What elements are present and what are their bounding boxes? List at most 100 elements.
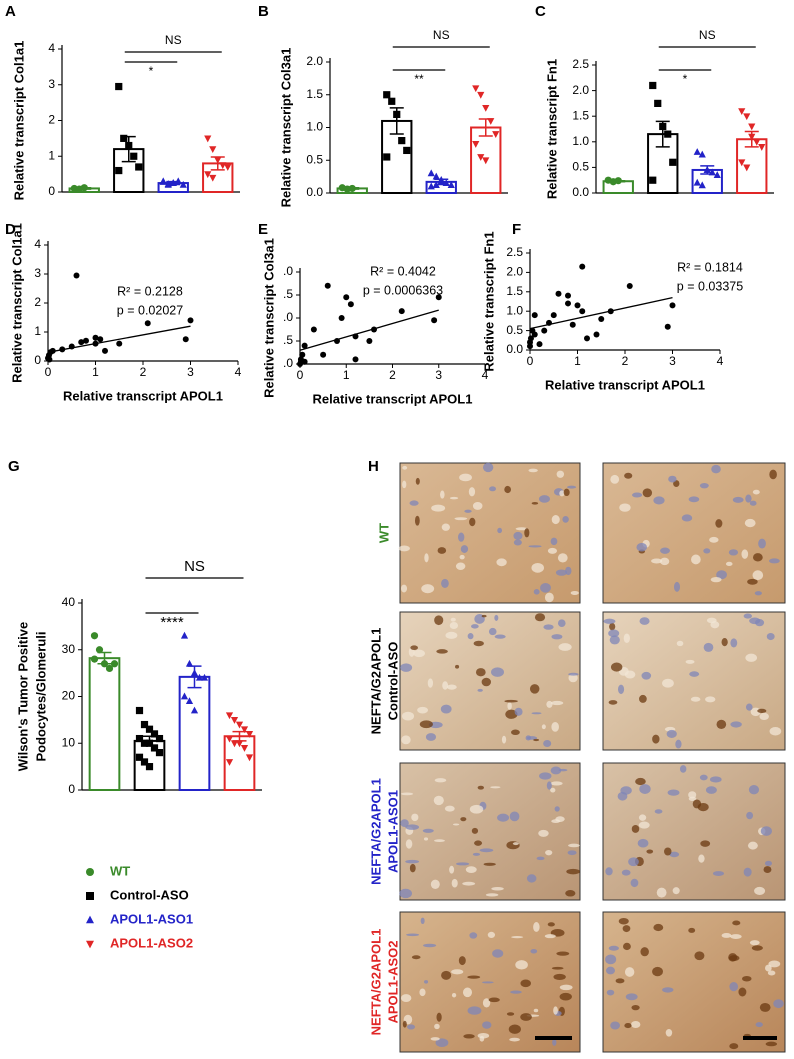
data-point: [492, 131, 500, 139]
data-point: [334, 338, 340, 344]
tissue-texture: [411, 955, 421, 960]
tissue-texture: [640, 947, 649, 957]
data-point: [565, 292, 571, 299]
data-point: [574, 302, 581, 309]
panel-label: E: [258, 221, 268, 238]
tissue-texture: [729, 982, 739, 992]
tissue-texture: [458, 532, 465, 542]
y-tick-label: .0: [283, 356, 293, 370]
tissue-texture: [419, 988, 426, 997]
tissue-texture: [666, 729, 677, 738]
tissue-texture: [745, 494, 752, 503]
data-point: [649, 176, 657, 184]
x-tick-label: 1: [574, 354, 581, 368]
tissue-texture: [608, 700, 618, 705]
tissue-texture: [676, 640, 684, 647]
tissue-texture: [512, 842, 519, 846]
data-point: [555, 290, 562, 297]
tissue-texture: [743, 613, 753, 619]
tissue-texture: [456, 862, 470, 866]
tissue-texture: [639, 617, 650, 625]
tissue-texture: [405, 824, 420, 830]
tissue-texture: [716, 719, 727, 729]
tissue-texture: [691, 554, 701, 565]
tissue-texture: [531, 502, 539, 505]
tissue-texture: [471, 624, 479, 629]
data-point: [100, 660, 109, 668]
tissue-texture: [513, 539, 522, 546]
data-point: [209, 146, 217, 154]
tissue-texture: [568, 673, 578, 683]
fit-line: [299, 309, 439, 351]
tissue-texture: [515, 527, 528, 531]
tissue-texture: [544, 592, 554, 603]
tissue-texture: [554, 806, 560, 812]
y-axis-label: Relative transcript Col1a1: [9, 223, 24, 383]
tissue-texture: [496, 558, 507, 567]
data-point: [185, 659, 194, 667]
tissue-texture: [481, 614, 487, 618]
tissue-texture: [566, 868, 580, 875]
tissue-texture: [541, 724, 546, 730]
tissue-texture: [402, 480, 407, 489]
tissue-texture: [540, 583, 551, 593]
y-tick-label: 3: [48, 77, 55, 91]
tissue-texture: [533, 1008, 539, 1013]
data-point: [159, 178, 167, 185]
tissue-texture: [550, 766, 562, 775]
tissue-texture: [510, 990, 522, 994]
bar: [88, 657, 121, 791]
tissue-texture: [667, 789, 680, 796]
tissue-texture: [489, 486, 496, 492]
tissue-texture: [402, 465, 408, 470]
tissue-texture: [434, 1023, 440, 1030]
data-point: [758, 144, 766, 151]
tissue-texture: [749, 940, 760, 946]
significance-label: *: [683, 72, 688, 86]
tissue-texture: [469, 804, 484, 814]
tissue-texture: [669, 851, 680, 858]
data-point: [130, 152, 138, 160]
tissue-texture: [639, 784, 651, 795]
tissue-texture: [769, 469, 777, 480]
y-tick-label: 1: [34, 324, 41, 338]
tissue-texture: [603, 618, 616, 624]
tissue-texture: [497, 813, 510, 822]
tissue-texture: [668, 475, 677, 483]
y-tick-label: 1.0: [506, 303, 523, 317]
data-point: [738, 159, 746, 167]
y-tick-label: 0: [48, 184, 55, 198]
tissue-texture: [449, 621, 459, 630]
tissue-texture: [768, 960, 781, 968]
panel-label: D: [5, 221, 16, 238]
tissue-texture: [715, 519, 723, 528]
data-point: [78, 339, 85, 346]
data-point: [753, 138, 761, 146]
tissue-texture: [550, 787, 556, 793]
data-point: [698, 150, 706, 158]
data-point: [738, 108, 746, 116]
tissue-texture: [609, 635, 620, 645]
tissue-texture: [472, 852, 481, 856]
tissue-texture: [730, 638, 738, 648]
data-point: [301, 342, 308, 349]
row-label: WT: [376, 523, 391, 543]
tissue-texture: [415, 477, 420, 485]
tissue-texture: [440, 704, 452, 714]
tissue-texture: [760, 826, 772, 836]
x-tick-label: 0: [527, 354, 534, 368]
tissue-texture: [468, 487, 476, 497]
tissue-texture: [698, 854, 705, 863]
tissue-texture: [524, 528, 530, 538]
data-point: [73, 272, 80, 279]
tissue-texture: [449, 496, 459, 500]
tissue-texture: [454, 517, 468, 521]
tissue-texture: [675, 739, 682, 749]
tissue-texture: [690, 696, 701, 702]
tissue-texture: [728, 549, 739, 556]
tissue-texture: [688, 496, 700, 503]
data-point: [626, 282, 633, 289]
tissue-texture: [506, 1012, 515, 1016]
data-point: [150, 744, 159, 752]
